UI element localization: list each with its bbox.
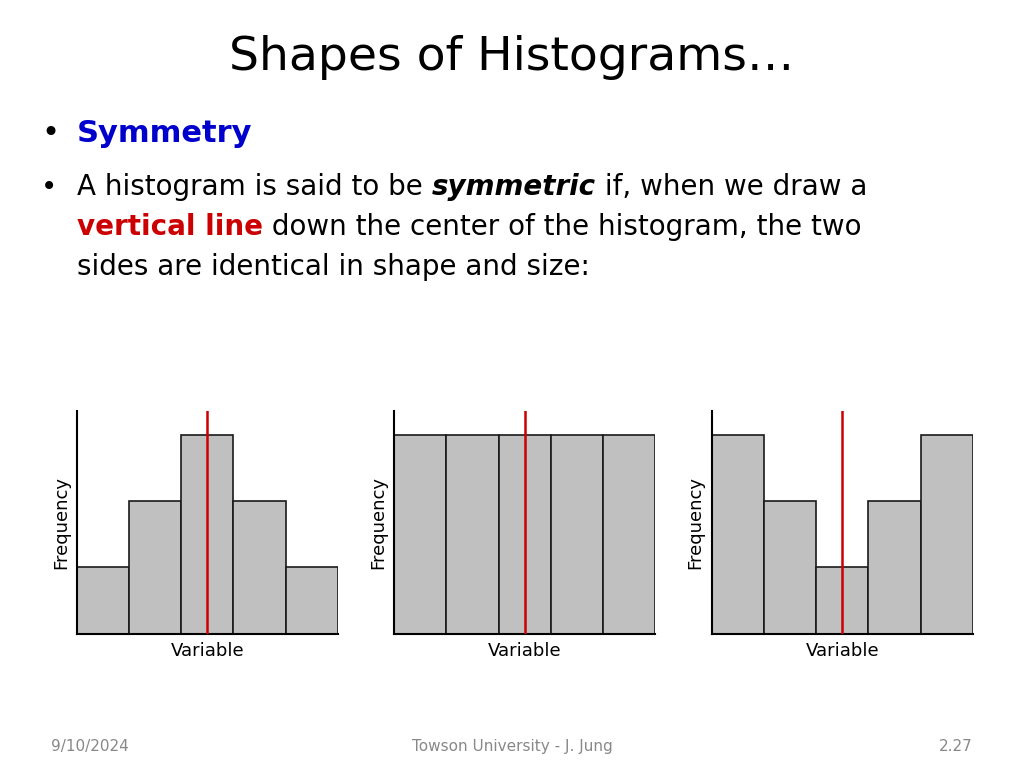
Bar	[868, 501, 921, 634]
Text: down the center of the histogram, the two: down the center of the histogram, the tw…	[263, 213, 861, 240]
Y-axis label: Frequency: Frequency	[687, 475, 705, 569]
Bar	[551, 435, 603, 634]
Text: symmetric: symmetric	[431, 173, 596, 200]
Text: 2.27: 2.27	[939, 739, 973, 754]
Text: sides are identical in shape and size:: sides are identical in shape and size:	[77, 253, 590, 280]
X-axis label: Variable: Variable	[488, 642, 561, 660]
Bar	[603, 435, 655, 634]
Bar	[129, 501, 181, 634]
Y-axis label: Frequency: Frequency	[370, 475, 387, 569]
Text: Shapes of Histograms…: Shapes of Histograms…	[229, 35, 795, 80]
Bar	[233, 501, 286, 634]
Bar	[286, 568, 338, 634]
Bar	[446, 435, 499, 634]
Bar	[816, 568, 868, 634]
Bar	[181, 435, 233, 634]
Text: •: •	[41, 173, 57, 200]
Bar	[394, 435, 446, 634]
Bar	[712, 435, 764, 634]
X-axis label: Variable: Variable	[171, 642, 244, 660]
Text: vertical line: vertical line	[77, 213, 263, 240]
Text: A histogram is said to be: A histogram is said to be	[77, 173, 431, 200]
Y-axis label: Frequency: Frequency	[52, 475, 70, 569]
Bar	[921, 435, 973, 634]
Text: if, when we draw a: if, when we draw a	[596, 173, 867, 200]
Text: 9/10/2024: 9/10/2024	[51, 739, 129, 754]
Text: •: •	[41, 119, 59, 148]
Bar	[764, 501, 816, 634]
Text: Symmetry: Symmetry	[77, 119, 252, 148]
Bar	[77, 568, 129, 634]
Bar	[499, 435, 551, 634]
Text: Towson University - J. Jung: Towson University - J. Jung	[412, 739, 612, 754]
X-axis label: Variable: Variable	[806, 642, 879, 660]
